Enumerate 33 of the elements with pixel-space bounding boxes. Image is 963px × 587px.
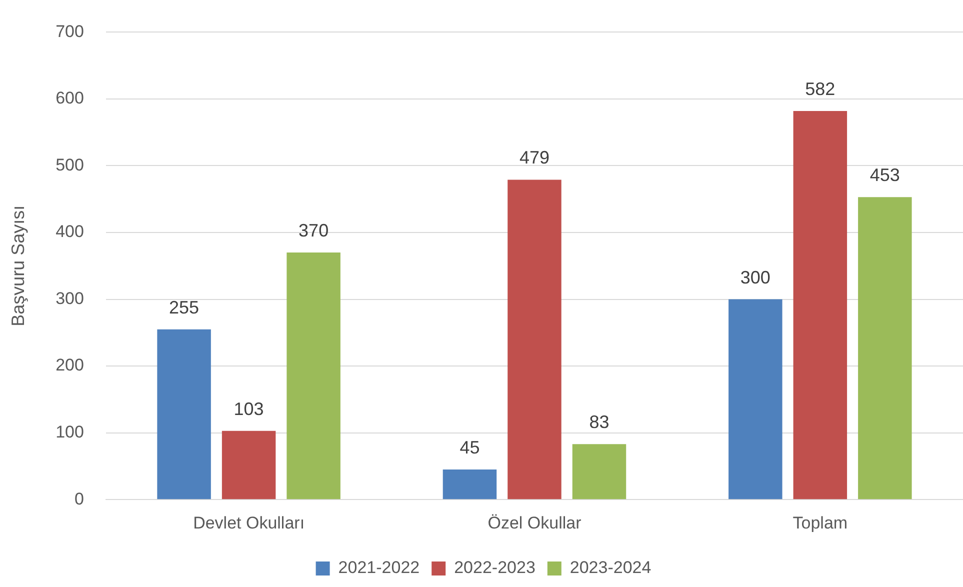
data-label: 582 [805,78,836,99]
bar [157,329,211,500]
y-tick-label: 0 [74,489,84,508]
bar [793,110,848,500]
x-tick-label: Özel Okullar [488,513,582,532]
y-tick-label: 100 [56,422,84,442]
data-label: 45 [460,438,480,458]
y-tick-label: 300 [56,288,84,308]
bar [286,252,340,500]
bar [508,180,562,500]
data-label: 300 [740,267,770,288]
data-label: 453 [870,165,900,186]
y-tick-label: 400 [56,222,84,242]
data-label: 83 [589,412,610,432]
bar [222,430,276,500]
bar [572,444,626,500]
y-tick-label: 700 [56,22,84,41]
legend-label: 2022-2023 [454,558,536,578]
y-tick-label: 200 [56,356,84,375]
x-tick-label: Devlet Okulları [193,513,305,532]
x-tick-label: Toplam [792,513,848,532]
data-label: 479 [519,148,550,168]
data-label: 103 [234,398,264,419]
data-label: 255 [169,297,200,318]
bar [858,197,912,500]
y-tick-label: 500 [56,155,84,174]
bar [728,299,782,500]
data-label: 370 [298,220,329,241]
legend-label: 2021-2022 [338,558,420,578]
legend-label: 2023-2024 [570,558,652,578]
y-tick-label: 600 [56,88,84,108]
bar [442,470,497,500]
y-axis-title: Başvuru Sayısı [8,205,28,326]
